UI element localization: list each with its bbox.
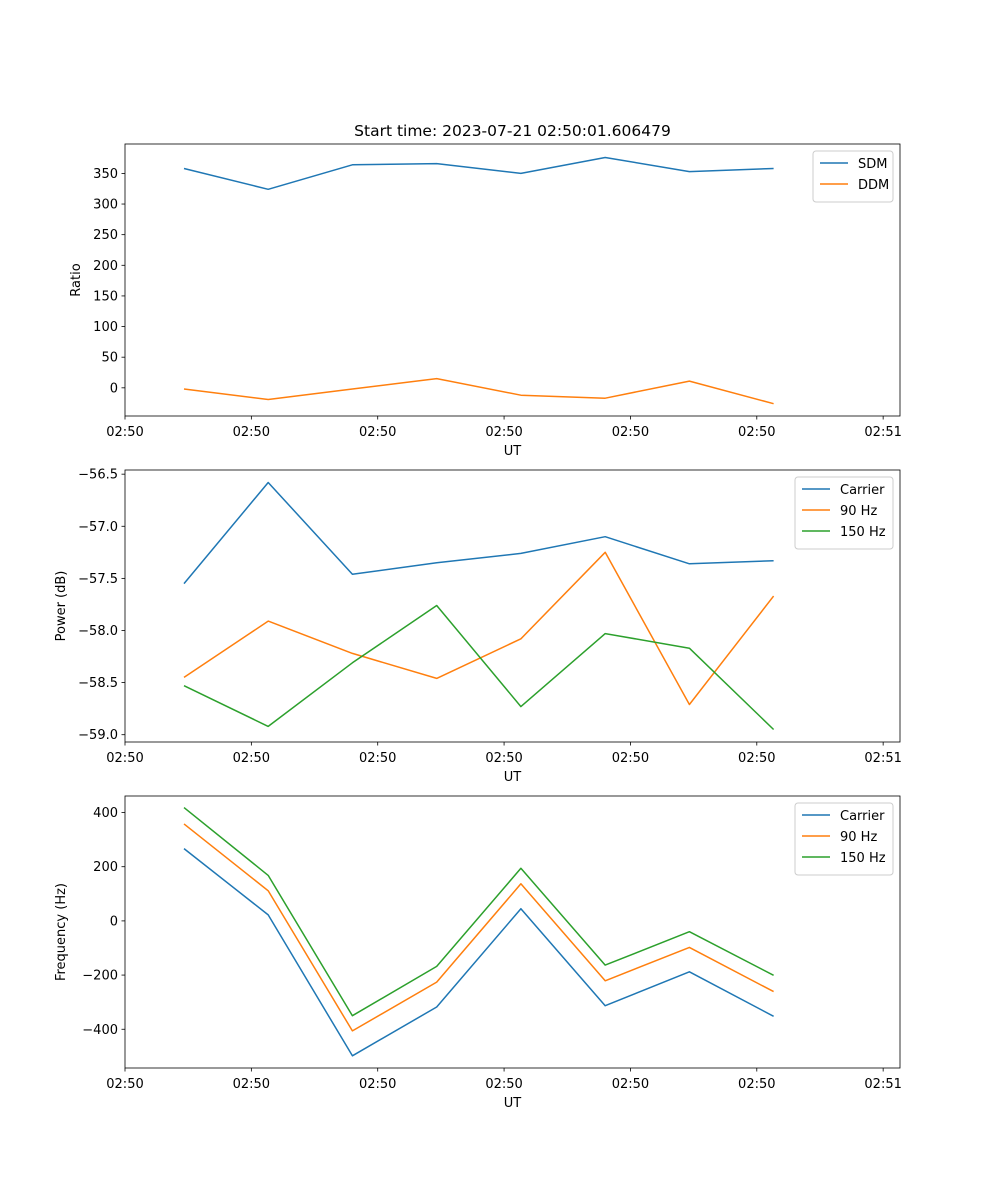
y-tick-label: 50 [101,351,118,366]
axes-frame [124,143,901,417]
y-tick-label: 150 [93,289,118,304]
x-tick-label: 02:50 [233,751,270,766]
y-tick-label: 0 [110,914,118,929]
y-tick-label: −58.5 [78,676,118,691]
y-axis-label: Ratio [69,263,84,296]
x-tick-label: 02:50 [106,751,143,766]
legend-label: 90 Hz [840,504,877,519]
series-line-150-hz [183,604,775,731]
x-tick-label: 02:50 [233,425,270,440]
x-tick-label: 02:50 [738,751,775,766]
chart-title: Start time: 2023-07-21 02:50:01.606479 [354,122,671,140]
x-tick-label: 02:50 [485,425,522,440]
legend-label: 90 Hz [840,830,877,845]
y-tick-label: −56.5 [78,468,118,483]
legend-label: 150 Hz [840,851,886,866]
y-tick-label: 200 [93,259,118,274]
series-line-ddm [183,377,774,405]
y-tick-label: −200 [82,969,118,984]
y-tick-label: −59.0 [78,728,118,743]
y-tick-label: 0 [110,381,118,396]
y-tick-label: −57.5 [78,572,118,587]
series-line-carrier [183,481,774,585]
x-axis-label: UT [504,770,522,785]
chart-panel-2: 02:50 02:50 02:50 02:50 02:50 02:50 02:51 −59.0… [54,468,902,785]
x-tick-label: 02:50 [233,1077,270,1092]
y-tick-label: 350 [93,167,118,182]
chart-panel-3: 02:50 02:50 02:50 02:50 02:50 02:50 02:51 −400 −… [54,795,902,1111]
y-tick-label: 250 [93,228,118,243]
axes-frame [124,469,901,743]
x-tick-label: 02:50 [106,425,143,440]
x-tick-label: 02:50 [485,751,522,766]
series-line-150-hz [183,807,774,1017]
x-tick-label: 02:51 [864,425,901,440]
x-tick-label: 02:50 [738,1077,775,1092]
y-tick-label: 100 [93,320,118,335]
legend-label: Carrier [840,483,885,498]
y-axis-label: Power (dB) [54,571,69,642]
legend: Carrier 90 Hz 150 Hz [794,476,894,550]
x-tick-label: 02:50 [612,751,649,766]
y-tick-label: −58.0 [78,624,118,639]
y-axis-label: Frequency (Hz) [54,883,69,981]
chart-panel-1: 02:50 02:50 02:50 02:50 02:50 02:50 02:51 0 50 10… [69,122,902,459]
x-tick-label: 02:51 [864,751,901,766]
x-tick-label: 02:50 [485,1077,522,1092]
legend: Carrier 90 Hz 150 Hz [794,802,894,876]
y-tick-label: 200 [93,860,118,875]
y-tick-label: −57.0 [78,520,118,535]
x-tick-label: 02:50 [359,425,396,440]
series-line-sdm [183,156,774,191]
x-tick-label: 02:51 [864,1077,901,1092]
y-tick-label: −400 [82,1023,118,1038]
x-tick-label: 02:50 [612,1077,649,1092]
x-tick-label: 02:50 [612,425,649,440]
x-axis-label: UT [504,444,522,459]
x-tick-label: 02:50 [106,1077,143,1092]
y-tick-label: 400 [93,806,118,821]
legend-label: DDM [858,178,889,193]
x-axis-label: UT [504,1096,522,1111]
series-line-90-hz [183,551,775,706]
legend: SDM DDM [812,150,894,203]
series-line-carrier [183,848,774,1057]
x-tick-label: 02:50 [738,425,775,440]
x-tick-label: 02:50 [359,1077,396,1092]
x-tick-label: 02:50 [359,751,396,766]
legend-label: 150 Hz [840,525,886,540]
axes-frame [124,795,901,1069]
legend-label: SDM [858,157,887,172]
y-tick-label: 300 [93,198,118,213]
legend-label: Carrier [840,809,885,824]
series-line-90-hz [183,823,774,1032]
